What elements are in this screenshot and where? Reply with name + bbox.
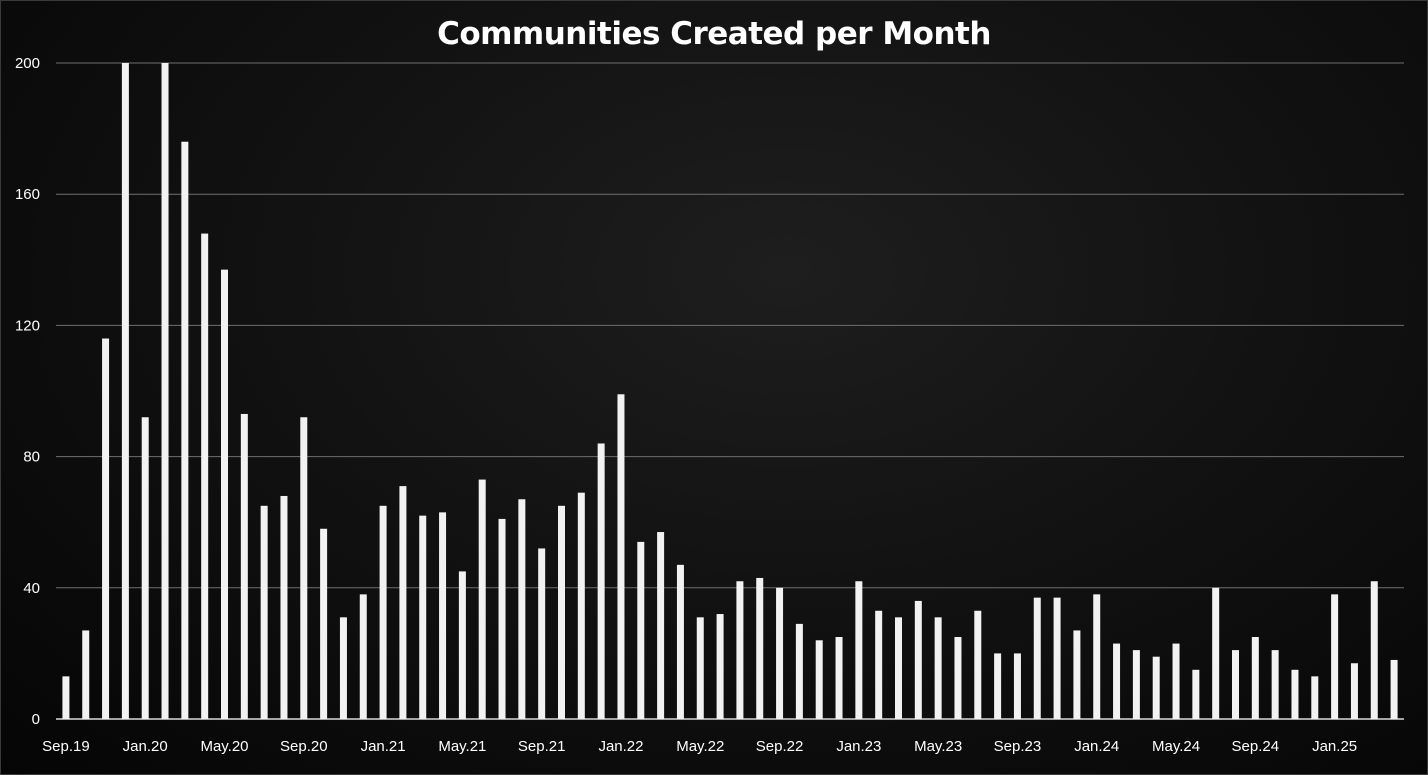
bar-Oct.19 <box>82 630 90 719</box>
bar-Feb.21 <box>399 486 407 719</box>
bar-Feb.20 <box>161 63 169 719</box>
bar-Jul.21 <box>498 518 506 719</box>
bar-May.23 <box>934 617 942 719</box>
bar-Sep.23 <box>1013 653 1021 719</box>
bar-Mar.23 <box>895 617 902 719</box>
y-tick-label: 80 <box>23 449 40 466</box>
chart-title: Communities Created per Month <box>437 16 991 52</box>
bar-Apr.20 <box>201 233 209 719</box>
bar-Jan.23 <box>855 581 863 719</box>
bar-Sep.24 <box>1251 637 1259 719</box>
bar-Jun.21 <box>478 479 486 719</box>
bar-Oct.23 <box>1033 597 1041 719</box>
bar-Sep.19 <box>62 676 70 719</box>
bar-May.22 <box>696 617 704 719</box>
bar-Jul.20 <box>260 505 268 719</box>
y-axis-ticks: 0 40 80 120 160 200 <box>15 55 40 728</box>
bar-Mar.22 <box>657 532 665 719</box>
bar-Jan.24 <box>1093 594 1101 719</box>
x-tick-label: Sep.22 <box>756 738 804 755</box>
bar-Oct.21 <box>558 505 565 719</box>
bar-Jul.24 <box>1212 587 1220 719</box>
x-tick-label: Sep.24 <box>1232 738 1280 755</box>
y-tick-label: 160 <box>15 186 40 203</box>
y-tick-label: 0 <box>32 711 40 728</box>
bar-Oct.24 <box>1271 650 1279 719</box>
bar-Feb.24 <box>1113 643 1121 719</box>
bar-Jan.25 <box>1331 594 1339 719</box>
bar-Jan.20 <box>141 417 149 719</box>
bar-Dec.21 <box>597 443 605 719</box>
bar-Oct.20 <box>320 528 328 719</box>
bar-Jun.22 <box>716 614 724 719</box>
bar-May.21 <box>458 571 466 719</box>
x-tick-label: May.21 <box>438 738 486 755</box>
bar-Mar.25 <box>1370 581 1378 719</box>
x-tick-label: Jan.20 <box>123 738 168 755</box>
bar-Apr.23 <box>914 600 922 719</box>
x-axis-ticks: Sep.19 Jan.20 May.20 Sep.20 Jan.21 May.21 Sep.… <box>42 738 1357 755</box>
bar-Feb.22 <box>637 541 645 719</box>
y-tick-label: 40 <box>23 580 40 597</box>
bar-Apr.21 <box>439 512 447 719</box>
x-tick-label: Jan.25 <box>1312 738 1357 755</box>
bar-Aug.20 <box>280 495 288 719</box>
bar-Apr.22 <box>676 564 684 719</box>
gridlines <box>56 62 1404 720</box>
x-tick-label: Jan.23 <box>836 738 881 755</box>
bar-Jul.23 <box>974 610 982 719</box>
bar-Nov.24 <box>1291 669 1299 719</box>
bar-Dec.23 <box>1073 630 1081 719</box>
x-tick-label: Jan.24 <box>1074 738 1119 755</box>
bar-Mar.21 <box>419 515 427 719</box>
bar-Jun.20 <box>240 413 248 719</box>
bar-Nov.22 <box>815 640 823 719</box>
bar-Jun.23 <box>954 637 962 719</box>
bar-Jul.22 <box>736 581 744 719</box>
bar-May.20 <box>221 269 228 719</box>
bar-Feb.23 <box>875 610 883 719</box>
bar-Feb.25 <box>1350 663 1358 719</box>
x-tick-label: May.24 <box>1152 738 1200 755</box>
bar-Aug.21 <box>518 499 526 719</box>
bar-Nov.21 <box>577 492 585 719</box>
y-tick-label: 200 <box>15 55 40 72</box>
x-tick-label: Sep.19 <box>42 738 90 755</box>
x-tick-label: Sep.21 <box>518 738 566 755</box>
bar-Sep.22 <box>776 587 784 719</box>
bar-Jan.21 <box>379 505 387 719</box>
x-tick-label: Jan.21 <box>361 738 406 755</box>
bars <box>62 63 1398 720</box>
bar-Mar.20 <box>181 141 189 720</box>
x-tick-label: May.23 <box>914 738 962 755</box>
bar-Jan.22 <box>617 394 625 719</box>
y-tick-label: 120 <box>15 317 40 334</box>
bar-Aug.22 <box>756 577 764 719</box>
bar-Dec.24 <box>1311 676 1319 719</box>
bar-Nov.20 <box>339 617 347 719</box>
bar-Dec.20 <box>359 594 367 719</box>
bar-Apr.24 <box>1152 656 1160 719</box>
bar-Jun.24 <box>1192 669 1200 719</box>
x-tick-label: May.20 <box>200 738 248 755</box>
x-tick-label: Sep.20 <box>280 738 328 755</box>
bar-Dec.22 <box>835 637 843 719</box>
bar-May.24 <box>1172 643 1180 719</box>
bar-Mar.24 <box>1132 650 1140 719</box>
bar-Sep.20 <box>300 417 308 719</box>
x-tick-label: May.22 <box>676 738 724 755</box>
bar-Sep.21 <box>538 548 546 719</box>
bar-Aug.23 <box>994 653 1002 719</box>
x-tick-label: Jan.22 <box>598 738 643 755</box>
bar-Nov.23 <box>1053 597 1061 719</box>
x-tick-label: Sep.23 <box>994 738 1042 755</box>
bar-Apr.25 <box>1390 659 1398 719</box>
bar-Dec.19 <box>121 63 129 719</box>
bar-Nov.19 <box>102 338 110 719</box>
bar-Aug.24 <box>1232 650 1239 719</box>
bar-Oct.22 <box>795 623 803 719</box>
